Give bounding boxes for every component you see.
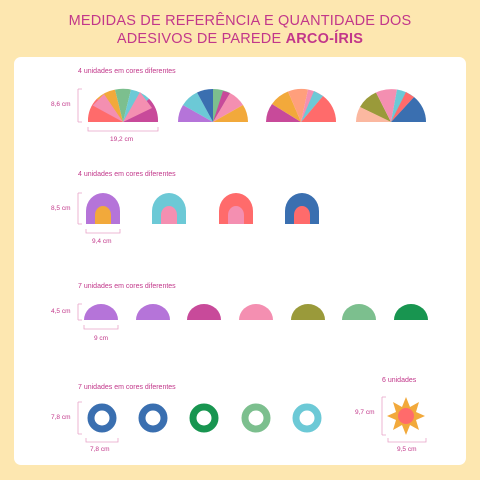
half-circle-7: [394, 304, 428, 320]
caption-suns: 6 unidades: [382, 377, 417, 384]
rainbow-sticker-3: [266, 88, 337, 122]
half-circle-1: [84, 304, 118, 320]
height-suns: 9,7 cm: [355, 409, 375, 416]
caption-half-circles: 7 unidades em cores diferentes: [78, 283, 176, 290]
ring-1: [87, 403, 117, 433]
width-suns: 9,5 cm: [397, 446, 417, 453]
ring-2: [138, 403, 168, 433]
width-rainbows-large: 19,2 cm: [110, 136, 134, 143]
width-arches: 9,4 cm: [92, 238, 112, 245]
rainbow-sticker-2: [178, 88, 248, 122]
measure-lines-sun: [381, 396, 427, 443]
caption-rings: 7 unidades em cores diferentes: [78, 384, 176, 391]
measure-lines-row-4: [77, 401, 119, 443]
ring-5: [292, 403, 322, 433]
half-circle-2: [136, 304, 170, 320]
half-circle-3: [187, 304, 221, 320]
height-rings: 7,8 cm: [51, 414, 71, 421]
arch-sticker-4: [285, 193, 319, 224]
page-title: MEDIDAS DE REFERÊNCIA E QUANTIDADE DOS A…: [0, 12, 480, 48]
width-half-circles: 9 cm: [94, 335, 109, 342]
height-rainbows-large: 8,6 cm: [51, 101, 71, 108]
title-line-2: ADESIVOS DE PAREDE ARCO-ÍRIS: [0, 30, 480, 48]
height-arches: 8,5 cm: [51, 205, 71, 212]
height-half-circles: 4,5 cm: [51, 308, 71, 315]
width-rings: 7,8 cm: [90, 446, 110, 453]
rainbow-sticker-4: [356, 89, 427, 122]
arch-sticker-1: [86, 193, 120, 224]
caption-arches: 4 unidades em cores diferentes: [78, 171, 176, 178]
half-circle-4: [239, 304, 273, 320]
sun-sticker: [387, 397, 425, 435]
ring-stickers: [87, 403, 322, 433]
half-circle-5: [291, 304, 325, 320]
arch-sticker-3: [219, 193, 253, 224]
measure-lines-row-3: [77, 303, 119, 330]
measure-lines-row-2: [77, 192, 121, 234]
arch-sticker-2: [152, 193, 186, 224]
ring-3: [189, 403, 219, 433]
title-line-2-bold: ARCO-ÍRIS: [285, 31, 364, 47]
rainbow-sticker-1: [87, 88, 159, 122]
ring-4: [241, 403, 271, 433]
measure-lines-row-1: [77, 88, 159, 132]
title-line-2-prefix: ADESIVOS DE PAREDE: [116, 31, 282, 47]
half-circle-6: [342, 304, 376, 320]
title-line-1: MEDIDAS DE REFERÊNCIA E QUANTIDADE DOS: [68, 13, 412, 29]
half-circle-stickers: [84, 304, 428, 320]
content-card: [14, 57, 466, 465]
caption-rainbows-large: 4 unidades em cores diferentes: [78, 68, 176, 75]
